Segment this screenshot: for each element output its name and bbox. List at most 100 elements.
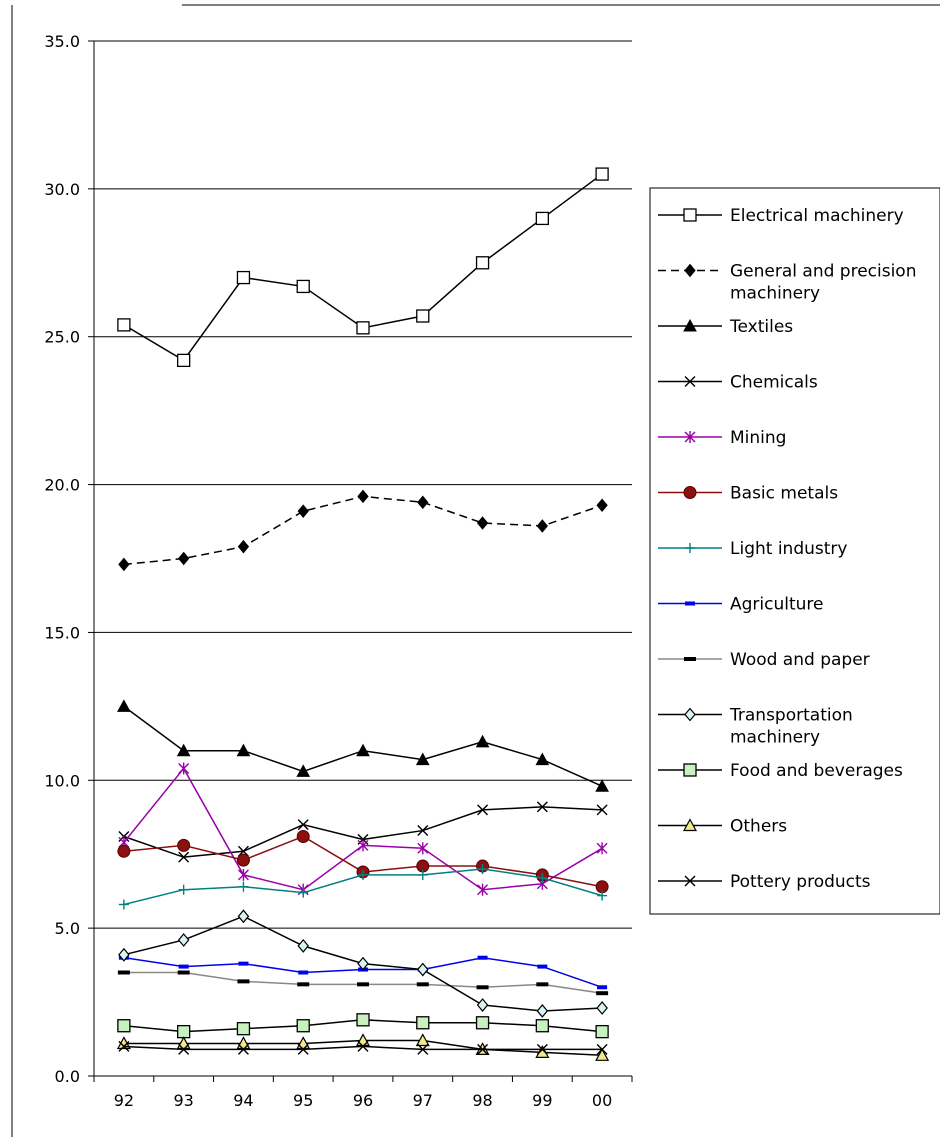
chart-frame xyxy=(11,4,940,1137)
legend-label: Basic metals xyxy=(730,484,838,504)
data-point-wood-and-paper xyxy=(297,982,310,987)
series-general-and-precision-machinery xyxy=(118,489,608,572)
legend-item-others: Others xyxy=(658,817,787,837)
series-light-industry xyxy=(118,864,608,910)
data-point-others xyxy=(415,1033,430,1047)
legend-label: Light industry xyxy=(730,539,847,559)
y-tick-label: 5.0 xyxy=(55,919,80,938)
data-point-electrical-machinery xyxy=(296,279,310,294)
data-point-transportation-machinery xyxy=(297,938,310,953)
legend-marker xyxy=(683,763,697,777)
data-point-pottery-products xyxy=(536,1043,548,1055)
data-point-transportation-machinery xyxy=(237,909,250,924)
data-point-light-industry xyxy=(298,887,309,898)
data-point-agriculture xyxy=(298,970,309,975)
series-mining xyxy=(118,762,608,896)
x-tick-label: 92 xyxy=(114,1091,134,1110)
data-point-pottery-products xyxy=(477,1043,489,1055)
data-point-wood-and-paper xyxy=(416,982,429,987)
data-point-mining xyxy=(357,839,369,852)
data-point-food-and-beverages xyxy=(296,1019,310,1033)
x-tick-label: 99 xyxy=(532,1091,552,1110)
legend-marker xyxy=(683,486,697,499)
data-point-electrical-machinery xyxy=(595,167,609,181)
data-point-wood-and-paper xyxy=(237,979,250,984)
legend-label: Textiles xyxy=(729,317,793,337)
data-point-pottery-products xyxy=(237,1043,249,1055)
legend-marker xyxy=(683,208,697,222)
legend-item-basic-metals: Basic metals xyxy=(658,484,838,504)
data-point-food-and-beverages xyxy=(535,1019,549,1033)
data-point-textiles xyxy=(176,743,191,757)
data-point-light-industry xyxy=(537,872,548,883)
legend-item-food-and-beverages: Food and beverages xyxy=(658,761,903,781)
data-point-basic-metals xyxy=(177,838,191,852)
data-point-transportation-machinery xyxy=(357,956,369,971)
data-point-textiles xyxy=(595,779,609,792)
data-point-wood-and-paper xyxy=(357,982,369,987)
series-wood-and-paper xyxy=(117,970,609,996)
data-point-pottery-products xyxy=(297,1043,309,1055)
axes xyxy=(88,40,633,1082)
legend-marker xyxy=(684,431,696,443)
data-point-food-and-beverages xyxy=(595,1024,609,1039)
data-point-basic-metals xyxy=(236,853,250,867)
legend-label: Transportation xyxy=(729,706,853,726)
x-tick-label: 93 xyxy=(173,1091,193,1110)
data-point-textiles xyxy=(475,734,490,748)
data-point-chemicals xyxy=(178,851,190,863)
data-point-electrical-machinery xyxy=(117,318,131,332)
data-point-general-and-precision-machinery xyxy=(476,516,489,530)
data-point-textiles xyxy=(535,752,550,766)
data-point-agriculture xyxy=(477,955,488,960)
y-tick-label: 35.0 xyxy=(44,32,80,51)
legend-marker xyxy=(682,818,698,832)
data-point-light-industry xyxy=(238,881,249,892)
data-point-transportation-machinery xyxy=(177,933,190,947)
y-tick-label: 15.0 xyxy=(44,623,80,642)
data-point-agriculture xyxy=(597,985,608,990)
x-tick-label: 98 xyxy=(472,1091,492,1110)
legend-marker xyxy=(684,707,696,722)
data-point-mining xyxy=(417,842,429,855)
data-point-wood-and-paper xyxy=(177,970,190,975)
data-point-electrical-machinery xyxy=(535,211,549,226)
legend-marker xyxy=(684,263,696,278)
data-point-textiles xyxy=(117,699,131,712)
data-point-wood-and-paper xyxy=(117,970,130,975)
x-tick-label: 94 xyxy=(233,1091,253,1110)
legend-item-pottery-products: Pottery products xyxy=(658,872,871,892)
data-point-basic-metals xyxy=(296,829,310,843)
series-chemicals xyxy=(118,801,608,863)
series-food-and-beverages xyxy=(117,1013,609,1039)
data-point-food-and-beverages xyxy=(356,1013,370,1027)
data-point-chemicals xyxy=(477,804,489,816)
data-point-pottery-products xyxy=(596,1043,608,1055)
data-point-pottery-products xyxy=(357,1040,369,1052)
legend-box xyxy=(649,187,940,915)
series-group xyxy=(116,167,610,1061)
series-transportation-machinery xyxy=(118,909,608,1018)
data-point-light-industry xyxy=(417,869,428,880)
data-point-textiles xyxy=(296,764,311,777)
data-point-others xyxy=(595,1048,610,1061)
data-point-pottery-products xyxy=(178,1043,190,1055)
data-point-pottery-products xyxy=(118,1040,130,1052)
data-point-food-and-beverages xyxy=(236,1022,251,1036)
legend-item-light-industry: Light industry xyxy=(658,539,847,559)
data-point-transportation-machinery xyxy=(118,947,130,962)
data-point-electrical-machinery xyxy=(236,270,251,285)
series-pottery-products xyxy=(118,1040,608,1055)
y-tick-label: 25.0 xyxy=(44,328,80,347)
data-point-pottery-products xyxy=(417,1043,429,1055)
data-point-transportation-machinery xyxy=(416,962,429,977)
legend-marker xyxy=(685,543,695,553)
data-point-general-and-precision-machinery xyxy=(237,539,250,554)
data-point-mining xyxy=(596,842,608,855)
legend-marker xyxy=(684,376,696,387)
data-point-general-and-precision-machinery xyxy=(357,489,369,504)
x-tick-label: 97 xyxy=(413,1091,433,1110)
data-point-food-and-beverages xyxy=(475,1016,490,1030)
series-textiles xyxy=(117,699,609,792)
